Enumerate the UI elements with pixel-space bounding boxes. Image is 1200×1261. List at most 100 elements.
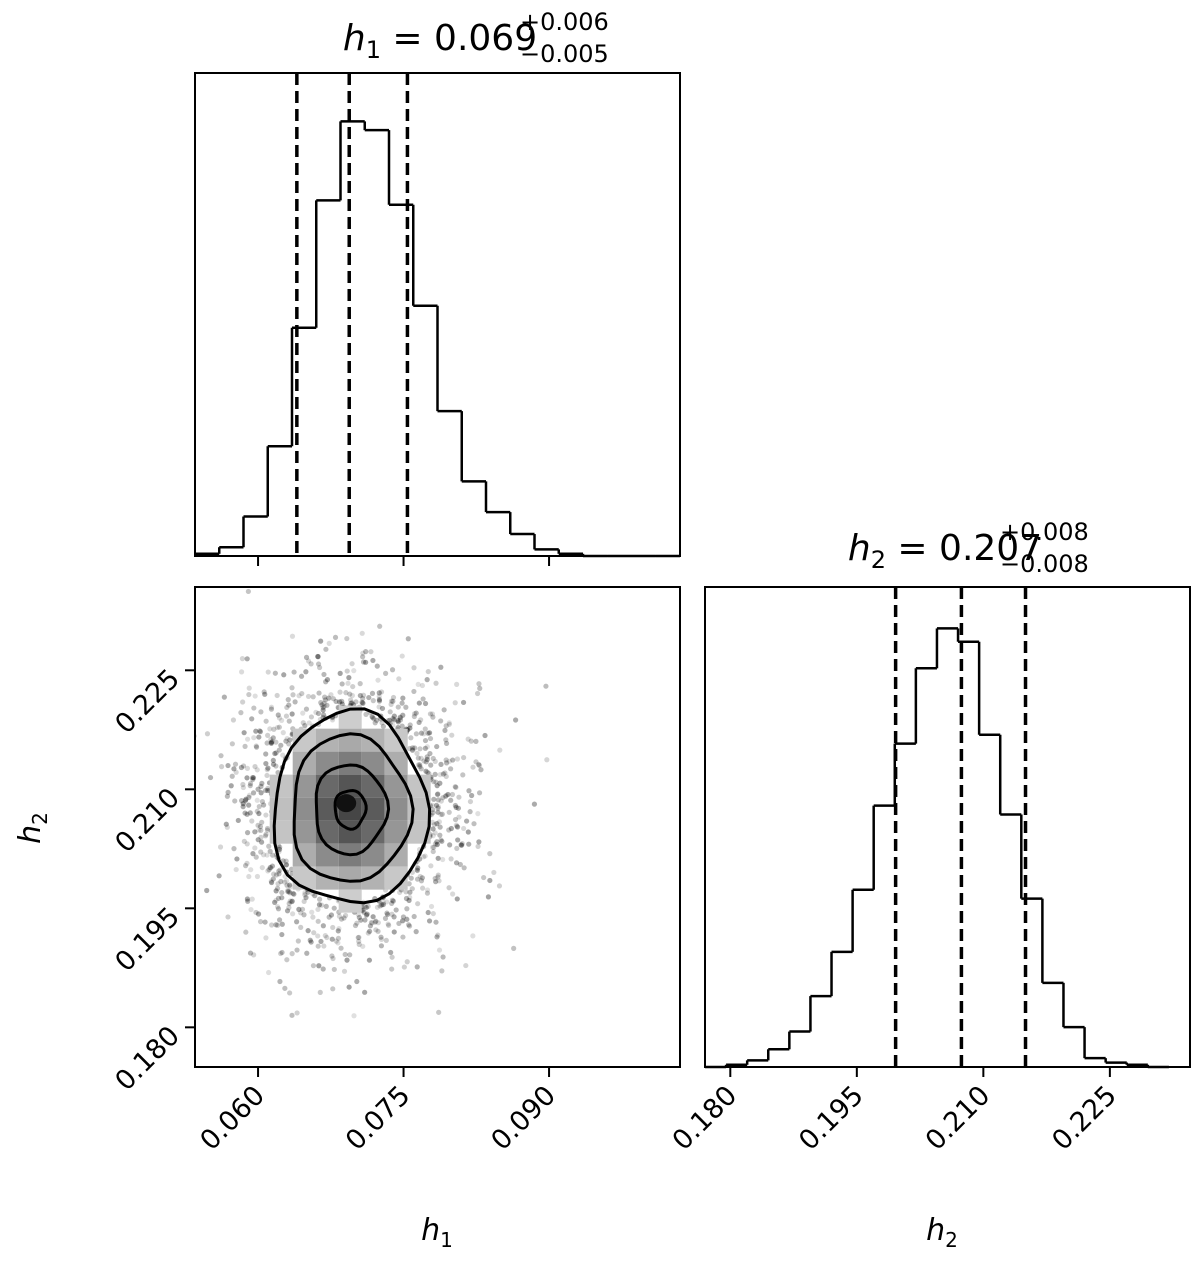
scatter-point xyxy=(408,735,414,741)
scatter-point xyxy=(262,833,269,839)
scatter-point xyxy=(241,730,247,736)
scatter-point xyxy=(423,768,429,774)
scatter-point xyxy=(284,704,290,711)
scatter-point xyxy=(338,945,344,951)
scatter-point xyxy=(308,661,314,667)
scatter-point xyxy=(485,894,492,900)
scatter-point xyxy=(309,909,315,915)
scatter-point xyxy=(432,830,438,836)
scatter-point xyxy=(244,811,250,817)
scatter-point xyxy=(315,653,321,660)
scatter-point xyxy=(450,891,456,897)
scatter-point xyxy=(273,739,279,745)
svg-text:h2: h2 xyxy=(13,812,52,844)
scatter-point xyxy=(267,864,273,871)
scatter-point xyxy=(292,699,298,705)
scatter-point xyxy=(346,984,352,990)
scatter-point xyxy=(264,740,270,746)
scatter-point xyxy=(416,700,422,706)
scatter-point xyxy=(250,790,257,796)
scatter-point xyxy=(341,968,348,974)
scatter-point xyxy=(473,759,479,765)
density-contours xyxy=(272,707,432,905)
scatter-point xyxy=(443,773,449,780)
scatter-point xyxy=(291,669,297,675)
scatter-point xyxy=(322,697,328,703)
scatter-point xyxy=(256,734,262,740)
scatter-point xyxy=(452,802,458,809)
scatter-point xyxy=(329,953,335,959)
scatter-point xyxy=(323,903,329,909)
scatter-point xyxy=(420,696,426,702)
scatter-point xyxy=(263,831,269,837)
scatter-point xyxy=(241,838,247,844)
scatter-point xyxy=(282,879,288,885)
scatter-point xyxy=(324,702,330,708)
scatter-point xyxy=(389,911,395,917)
scatter-point xyxy=(435,803,441,810)
scatter-point xyxy=(252,829,258,835)
y-tick-label: 0.210 xyxy=(109,782,186,859)
scatter-point xyxy=(362,903,368,910)
scatter-point xyxy=(337,689,343,695)
scatter-point xyxy=(245,588,251,595)
scatter-point xyxy=(216,873,222,879)
scatter-point xyxy=(276,724,282,730)
scatter-point xyxy=(414,867,421,874)
scatter-point xyxy=(370,914,376,920)
scatter-point xyxy=(268,878,274,884)
scatter-point xyxy=(298,673,305,679)
scatter-point xyxy=(231,766,237,772)
scatter-point xyxy=(389,900,395,907)
scatter-point xyxy=(252,763,258,770)
scatter-point xyxy=(369,920,375,926)
scatter-point xyxy=(436,1009,442,1015)
scatter-point xyxy=(233,769,239,775)
scatter-point xyxy=(321,943,327,949)
scatter-point xyxy=(320,712,327,718)
scatter-point xyxy=(385,911,391,918)
scatter-x-ticks: 0.060 0.075 0.090 xyxy=(194,1067,562,1157)
scatter-point xyxy=(233,866,239,873)
scatter-point xyxy=(270,876,276,882)
contour-line xyxy=(272,707,432,905)
scatter-point xyxy=(424,756,430,763)
scatter-point xyxy=(371,716,377,722)
scatter-point xyxy=(275,906,282,912)
scatter-point xyxy=(419,875,425,881)
scatter-point xyxy=(287,898,293,904)
scatter-point xyxy=(414,876,421,882)
scatter-point xyxy=(465,736,471,742)
scatter-point xyxy=(275,895,282,901)
h2-quantile-lines xyxy=(893,587,1028,1067)
density-cell xyxy=(384,797,408,821)
scatter-point xyxy=(319,902,325,908)
scatter-point xyxy=(300,710,306,716)
scatter-point xyxy=(251,952,257,958)
scatter-point xyxy=(285,889,291,895)
scatter-point xyxy=(268,865,274,871)
scatter-point xyxy=(385,921,391,927)
scatter-point xyxy=(287,737,293,743)
scatter-point xyxy=(399,700,405,706)
scatter-point xyxy=(254,873,261,880)
scatter-point xyxy=(283,878,290,884)
scatter-point xyxy=(240,804,246,810)
scatter-point xyxy=(430,910,436,917)
scatter-point xyxy=(432,771,438,777)
scatter-point xyxy=(344,957,350,963)
scatter-point xyxy=(368,649,374,655)
scatter-point xyxy=(476,681,482,687)
scatter-point xyxy=(437,824,443,830)
scatter-point xyxy=(374,904,381,910)
h1-title-upper-error: +0.006 xyxy=(520,8,609,36)
scatter-point xyxy=(344,668,350,674)
scatter-point xyxy=(437,772,443,778)
scatter-point xyxy=(487,851,493,857)
scatter-point xyxy=(432,875,438,882)
scatter-point xyxy=(379,705,386,712)
scatter-point xyxy=(279,949,285,956)
scatter-point xyxy=(271,871,277,877)
scatter-point xyxy=(263,760,269,767)
scatter-point xyxy=(258,790,264,796)
